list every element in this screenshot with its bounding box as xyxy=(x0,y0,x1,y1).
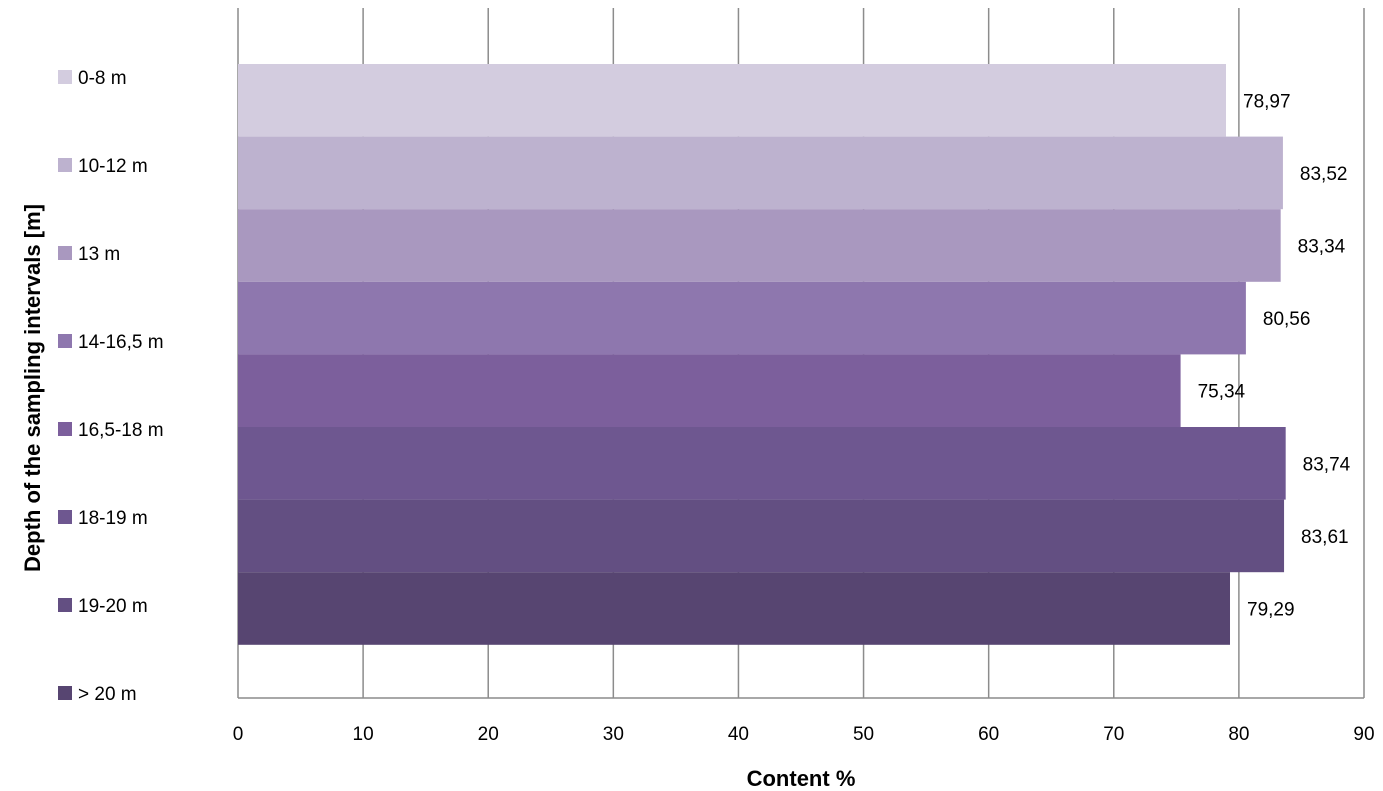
data-label: 75,34 xyxy=(1198,382,1246,403)
bar xyxy=(238,64,1227,137)
x-tick-label: 20 xyxy=(478,724,499,745)
data-label: 83,34 xyxy=(1298,237,1346,258)
legend-label: 14-16,5 m xyxy=(78,332,164,353)
bar xyxy=(238,427,1286,500)
x-tick-label: 40 xyxy=(728,724,749,745)
data-label: 78,97 xyxy=(1243,91,1291,112)
x-tick-label: 60 xyxy=(978,724,999,745)
legend-label: 13 m xyxy=(78,244,120,265)
legend-label: 18-19 m xyxy=(78,508,148,529)
bar xyxy=(238,209,1281,282)
legend-swatch xyxy=(58,246,72,260)
legend-swatch xyxy=(58,686,72,700)
legend-label: 0-8 m xyxy=(78,68,127,89)
data-label: 83,61 xyxy=(1301,527,1349,548)
bars xyxy=(238,64,1286,645)
legend-label: 10-12 m xyxy=(78,156,148,177)
legend-swatch xyxy=(58,422,72,436)
legend-label: 19-20 m xyxy=(78,596,148,617)
y-axis-title: Depth of the sampling intervals [m] xyxy=(20,204,45,572)
legend-swatch xyxy=(58,70,72,84)
legend-swatch xyxy=(58,598,72,612)
bar xyxy=(238,499,1285,573)
x-tick-label: 50 xyxy=(853,724,874,745)
bar xyxy=(238,136,1283,210)
bar xyxy=(238,281,1246,355)
legend-swatch xyxy=(58,510,72,524)
legend-swatch xyxy=(58,334,72,348)
x-tick-label: 70 xyxy=(1103,724,1124,745)
legend-swatch xyxy=(58,158,72,172)
x-tick-label: 0 xyxy=(233,724,244,745)
data-label: 83,74 xyxy=(1303,454,1351,475)
x-tick-labels: 0 10 20 30 40 50 60 70 80 90 xyxy=(233,724,1375,745)
legend: 0-8 m 10-12 m 13 m 14-16,5 m 16,5-18 m 18-19 … xyxy=(58,68,164,705)
data-label: 80,56 xyxy=(1263,309,1311,330)
x-tick-label: 30 xyxy=(603,724,624,745)
x-tick-label: 10 xyxy=(353,724,374,745)
data-labels: 78,97 83,52 83,34 80,56 75,34 83,74 83,61 79,29 xyxy=(1198,91,1351,620)
x-tick-label: 90 xyxy=(1353,724,1374,745)
data-label: 79,29 xyxy=(1247,600,1295,621)
x-tick-label: 80 xyxy=(1228,724,1249,745)
legend-label: > 20 m xyxy=(78,684,137,705)
legend-label: 16,5-18 m xyxy=(78,420,164,441)
x-axis-title: Content % xyxy=(747,766,856,791)
bar xyxy=(238,354,1181,427)
bar xyxy=(238,572,1231,645)
data-label: 83,52 xyxy=(1300,164,1348,185)
